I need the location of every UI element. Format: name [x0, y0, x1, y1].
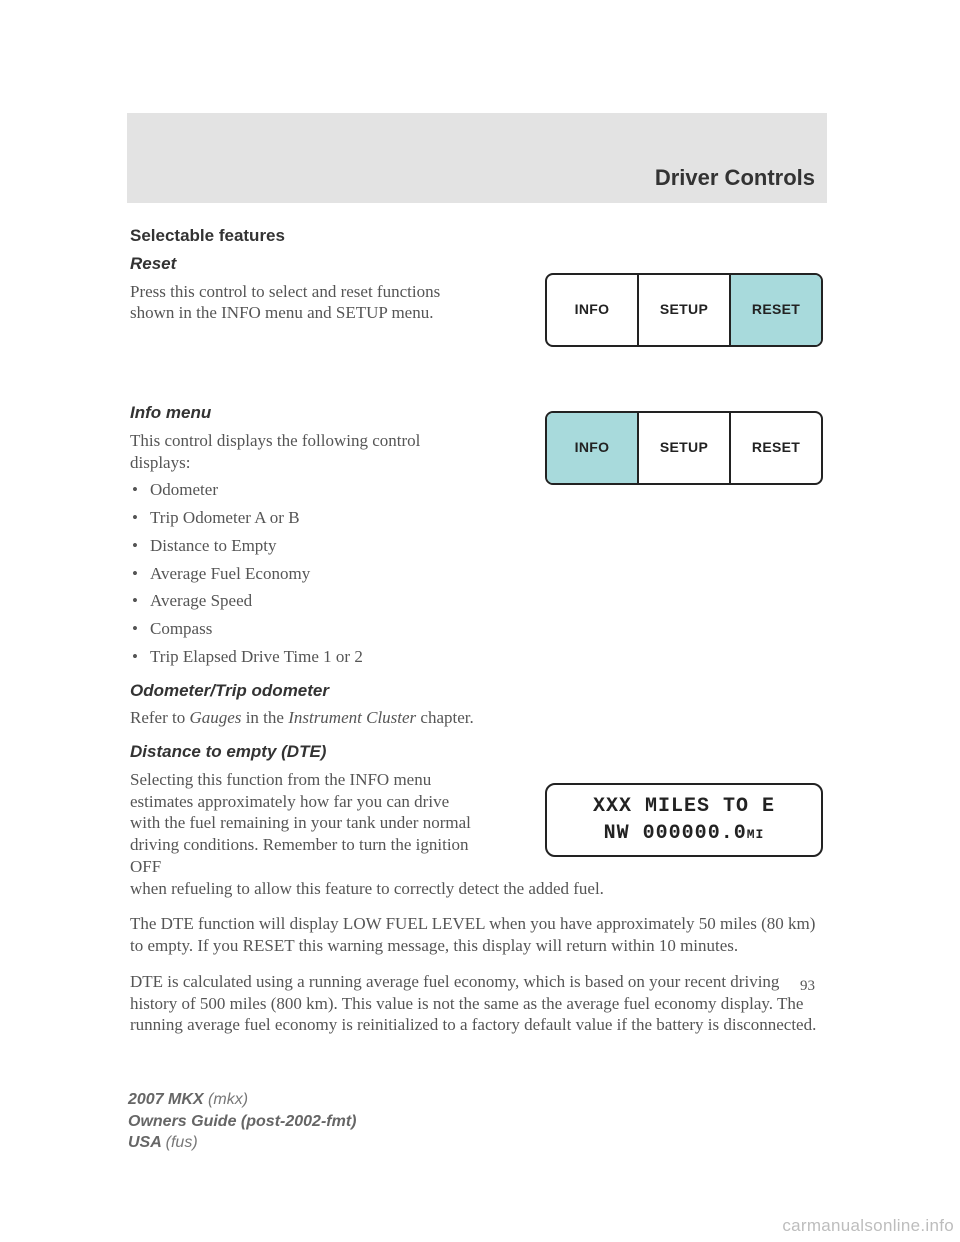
heading-reset: Reset: [130, 253, 830, 275]
lcd-unit: MI: [747, 827, 765, 842]
footer-line-2: Owners Guide (post-2002-fmt): [128, 1111, 356, 1133]
para-reset: Press this control to select and reset f…: [130, 281, 480, 325]
lcd-line-2: NW 000000.0MI: [604, 820, 765, 847]
text: chapter.: [416, 708, 474, 727]
footer-code: (mkx): [208, 1091, 248, 1108]
footer-line-3: USA (fus): [128, 1132, 356, 1154]
page-number: 93: [800, 978, 815, 995]
list-item: Average Speed: [130, 590, 830, 612]
list-item: Trip Elapsed Drive Time 1 or 2: [130, 646, 830, 668]
text-wrap-full: when refueling to allow this feature to …: [130, 878, 830, 900]
footer: 2007 MKX (mkx) Owners Guide (post-2002-f…: [128, 1089, 356, 1154]
button-panel-info: INFO SETUP RESET: [545, 411, 823, 485]
info-button[interactable]: INFO: [547, 413, 637, 483]
list-item: Trip Odometer A or B: [130, 507, 830, 529]
text: in the: [241, 708, 288, 727]
setup-button[interactable]: SETUP: [637, 275, 729, 345]
footer-region-code: (fus): [166, 1134, 198, 1151]
para-odo-trip: Refer to Gauges in the Instrument Cluste…: [130, 707, 830, 729]
text-italic: Gauges: [189, 708, 241, 727]
lcd-display: XXX MILES TO E NW 000000.0MI: [545, 783, 823, 857]
info-button[interactable]: INFO: [547, 275, 637, 345]
setup-button[interactable]: SETUP: [637, 413, 729, 483]
lcd-text: NW 000000.0: [604, 822, 747, 845]
para-dte-3: DTE is calculated using a running averag…: [130, 971, 830, 1036]
chapter-title: Driver Controls: [655, 165, 815, 191]
footer-region: USA: [128, 1134, 166, 1151]
list-item: Compass: [130, 618, 830, 640]
watermark: carmanualsonline.info: [782, 1216, 954, 1236]
list-item: Distance to Empty: [130, 535, 830, 557]
reset-button[interactable]: RESET: [729, 275, 821, 345]
footer-model: 2007 MKX: [128, 1091, 208, 1108]
para-dte-2: The DTE function will display LOW FUEL L…: [130, 913, 830, 957]
heading-selectable-features: Selectable features: [130, 225, 830, 247]
heading-dte: Distance to empty (DTE): [130, 741, 830, 763]
para-info-intro: This control displays the following cont…: [130, 430, 480, 474]
heading-odo-trip: Odometer/Trip odometer: [130, 680, 830, 702]
list-item: Average Fuel Economy: [130, 563, 830, 585]
page-content: Selectable features Reset Press this con…: [130, 225, 830, 1040]
text: Refer to: [130, 708, 189, 727]
footer-line-1: 2007 MKX (mkx): [128, 1089, 356, 1111]
reset-button[interactable]: RESET: [729, 413, 821, 483]
info-menu-list: Odometer Trip Odometer A or B Distance t…: [130, 479, 830, 667]
text-italic: Instrument Cluster: [288, 708, 416, 727]
button-panel-reset: INFO SETUP RESET: [545, 273, 823, 347]
text-wrap-left: Selecting this function from the INFO me…: [130, 769, 480, 878]
page: Driver Controls Selectable features Rese…: [0, 0, 960, 1242]
lcd-line-1: XXX MILES TO E: [593, 793, 775, 820]
